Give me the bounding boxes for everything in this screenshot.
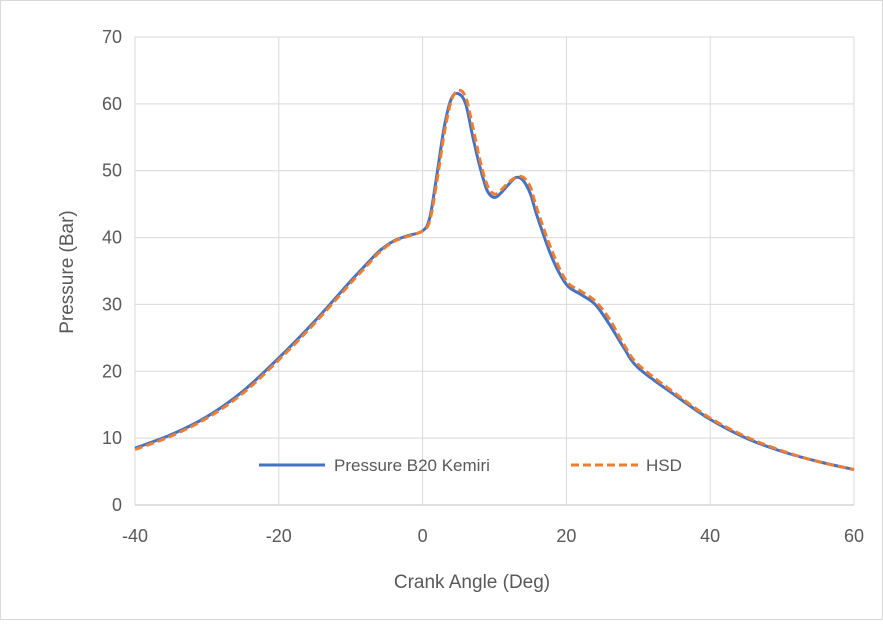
x-tick-label: 40 <box>700 526 720 546</box>
y-tick-label: 40 <box>102 228 122 248</box>
y-tick-label: 70 <box>102 27 122 47</box>
x-tick-label: 0 <box>418 526 428 546</box>
y-tick-label: 20 <box>102 361 122 381</box>
series-line-pressure-b20-kemiri <box>134 91 855 472</box>
y-axis-ticks: 0 10 20 30 40 50 60 70 <box>102 27 122 515</box>
series-layer <box>134 88 855 472</box>
legend-label-hsd: HSD <box>646 456 682 475</box>
x-tick-label: -40 <box>122 526 148 546</box>
legend: Pressure B20 Kemiri HSD <box>259 456 682 475</box>
y-tick-label: 50 <box>102 161 122 181</box>
legend-label-pressure-b20-kemiri: Pressure B20 Kemiri <box>334 456 490 475</box>
y-tick-label: 0 <box>112 495 122 515</box>
grid <box>134 36 855 506</box>
x-axis-label: Crank Angle (Deg) <box>394 572 550 593</box>
x-axis-ticks: -40 -20 0 20 40 60 <box>122 526 864 546</box>
y-tick-label: 10 <box>102 428 122 448</box>
x-tick-label: -20 <box>266 526 292 546</box>
x-tick-label: 20 <box>556 526 576 546</box>
y-tick-label: 60 <box>102 94 122 114</box>
y-axis-label: Pressure (Bar) <box>57 210 78 334</box>
x-tick-label: 60 <box>844 526 864 546</box>
series-line-hsd <box>134 88 855 472</box>
y-tick-label: 30 <box>102 294 122 314</box>
